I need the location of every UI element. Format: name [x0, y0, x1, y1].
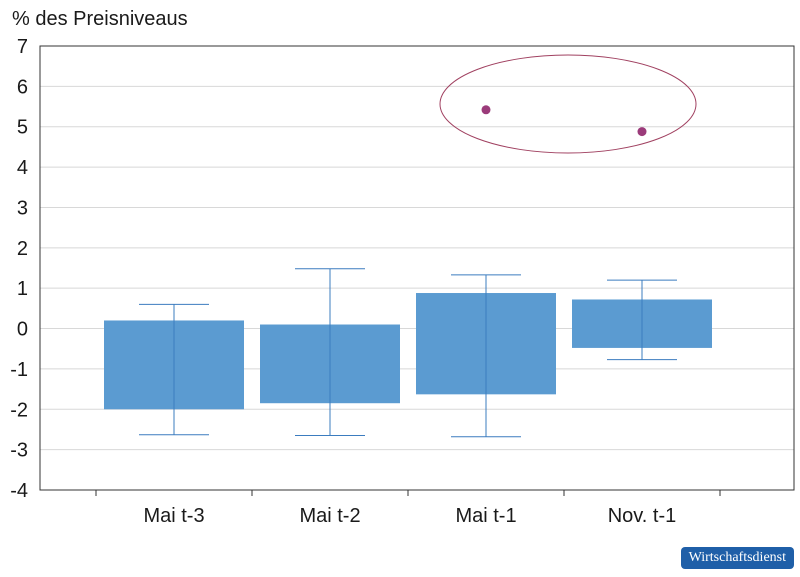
y-tick-label: 4: [17, 157, 28, 179]
y-tick-label: 3: [17, 197, 28, 219]
outlier-point: [637, 127, 647, 137]
y-tick-label: 0: [17, 319, 28, 341]
plot-frame: [39, 45, 795, 491]
y-axis-label: % des Preisniveaus: [12, 8, 188, 30]
y-tick-label: -1: [10, 359, 28, 381]
highlight-ellipse: [439, 54, 697, 154]
outlier-point: [481, 105, 491, 115]
y-tick-label: -2: [10, 399, 28, 421]
y-tick-label: 1: [17, 278, 28, 300]
y-tick-label: -4: [10, 480, 28, 502]
x-tick-label: Mai t-1: [455, 505, 516, 527]
x-tick-label: Mai t-2: [299, 505, 360, 527]
y-tick-label: 5: [17, 117, 28, 139]
x-tick-label: Nov. t-1: [608, 505, 677, 527]
y-tick-label: 2: [17, 238, 28, 260]
x-tick-label: Mai t-3: [143, 505, 204, 527]
wirtschaftsdienst-badge: Wirtschaftsdienst: [680, 547, 794, 569]
y-tick-label: 7: [17, 36, 28, 58]
y-tick-label: 6: [17, 76, 28, 98]
y-tick-label: -3: [10, 440, 28, 462]
